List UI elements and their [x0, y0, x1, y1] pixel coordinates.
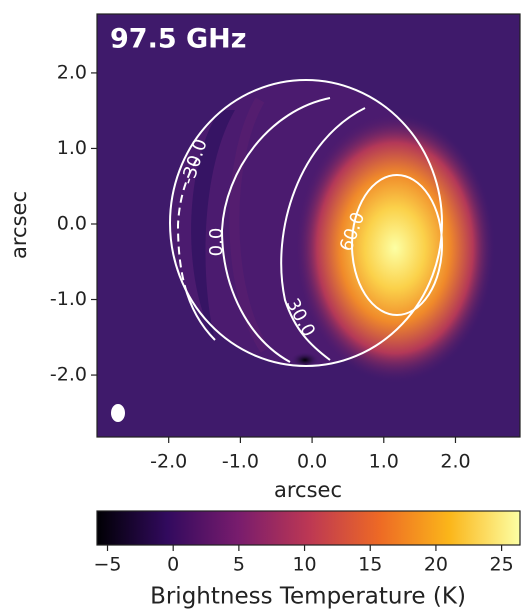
plot-frame: [96, 13, 521, 438]
colorbar-tick-label: 10: [292, 554, 316, 576]
y-tick-label: 0.0: [57, 212, 87, 234]
y-tick-label: -2.0: [50, 364, 87, 386]
map-image: [97, 14, 520, 437]
colorbar-tick-label: 25: [490, 554, 514, 576]
contour-line: [176, 117, 241, 341]
x-axis-label: arcsec: [274, 478, 342, 502]
x-tick-label: 2.0: [440, 451, 470, 473]
colorbar-tick-label: −5: [94, 554, 122, 576]
contour-line: [220, 97, 331, 363]
contour-line: [351, 174, 443, 316]
y-tick-label: 2.0: [57, 61, 87, 83]
y-tick-label: -1.0: [50, 288, 87, 310]
contour-label: 0.0: [206, 228, 227, 257]
chart-title: 97.5 GHz: [110, 24, 247, 55]
x-tick-label: -2.0: [150, 451, 187, 473]
x-tick-label: 0.0: [297, 451, 327, 473]
contour-line: [280, 107, 366, 361]
x-tick-label: -1.0: [222, 451, 259, 473]
y-tick-label: 1.0: [57, 137, 87, 159]
colorbar-tick-label: 0: [167, 554, 179, 576]
x-tick-label: 1.0: [369, 451, 399, 473]
colorbar-tick-label: 20: [424, 554, 448, 576]
limb-outline: [169, 79, 443, 367]
colorbar-tick-label: 15: [358, 554, 382, 576]
colorbar-tick-label: 5: [233, 554, 245, 576]
colorbar: [96, 510, 521, 546]
y-axis-label: arcsec: [7, 191, 31, 259]
colorbar-label: Brightness Temperature (K): [150, 584, 466, 610]
